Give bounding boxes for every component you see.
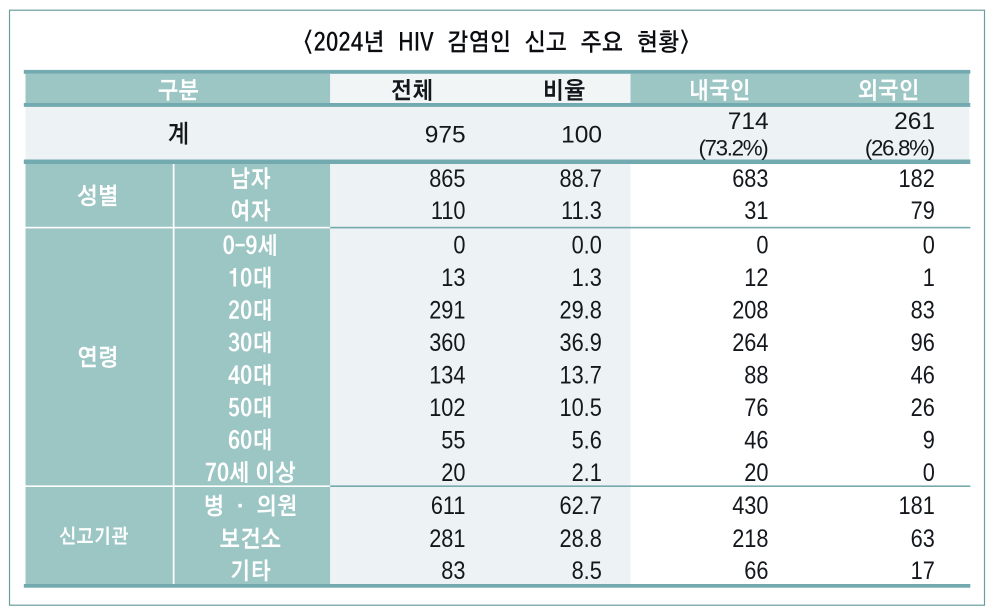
svg-text:9: 9	[923, 426, 935, 454]
svg-text:36.9: 36.9	[559, 329, 601, 357]
svg-text:79: 79	[911, 197, 935, 225]
svg-text:46: 46	[744, 426, 768, 454]
svg-text:714: 714	[728, 108, 769, 135]
svg-text:291: 291	[429, 296, 465, 324]
svg-text:281: 281	[429, 524, 465, 552]
svg-text:13: 13	[441, 264, 465, 292]
svg-text:(73.2%): (73.2%)	[698, 135, 768, 160]
svg-text:5.6: 5.6	[572, 426, 602, 454]
svg-text:0: 0	[453, 231, 465, 259]
svg-text:26: 26	[911, 393, 935, 421]
svg-text:88: 88	[744, 361, 768, 389]
svg-text:0: 0	[923, 231, 935, 259]
svg-text:12: 12	[744, 264, 768, 292]
svg-text:182: 182	[899, 164, 935, 192]
svg-text:2.1: 2.1	[572, 458, 602, 486]
svg-text:8.5: 8.5	[572, 557, 602, 585]
svg-text:360: 360	[429, 329, 465, 357]
svg-text:683: 683	[732, 164, 768, 192]
svg-text:55: 55	[441, 426, 465, 454]
svg-text:0.0: 0.0	[572, 231, 602, 259]
svg-text:10.5: 10.5	[559, 393, 601, 421]
svg-text:29.8: 29.8	[559, 296, 601, 324]
svg-text:1.3: 1.3	[572, 264, 602, 292]
svg-text:20: 20	[744, 458, 768, 486]
svg-text:66: 66	[744, 557, 768, 585]
svg-text:17: 17	[911, 557, 935, 585]
svg-text:430: 430	[732, 492, 768, 520]
svg-text:975: 975	[425, 121, 466, 148]
svg-text:63: 63	[911, 524, 935, 552]
svg-text:1: 1	[923, 264, 935, 292]
svg-text:134: 134	[429, 361, 465, 389]
svg-text:46: 46	[911, 361, 935, 389]
svg-text:20: 20	[441, 458, 465, 486]
svg-text:181: 181	[899, 492, 935, 520]
svg-text:218: 218	[732, 524, 768, 552]
svg-text:(26.8%): (26.8%)	[865, 135, 935, 160]
svg-text:28.8: 28.8	[559, 524, 601, 552]
svg-text:0: 0	[923, 458, 935, 486]
svg-text:83: 83	[911, 296, 935, 324]
svg-text:865: 865	[429, 164, 465, 192]
svg-text:13.7: 13.7	[559, 361, 601, 389]
svg-text:96: 96	[911, 329, 935, 357]
svg-text:76: 76	[744, 393, 768, 421]
svg-text:11.3: 11.3	[561, 197, 602, 225]
svg-text:0: 0	[756, 231, 768, 259]
svg-text:110: 110	[431, 197, 466, 225]
svg-text:264: 264	[732, 329, 768, 357]
svg-text:62.7: 62.7	[559, 492, 601, 520]
svg-text:100: 100	[561, 121, 602, 148]
svg-text:31: 31	[744, 197, 768, 225]
svg-text:88.7: 88.7	[559, 164, 601, 192]
svg-text:611: 611	[431, 492, 466, 520]
svg-text:208: 208	[732, 296, 768, 324]
svg-text:261: 261	[894, 108, 935, 135]
svg-text:102: 102	[429, 393, 465, 421]
svg-text:83: 83	[441, 557, 465, 585]
